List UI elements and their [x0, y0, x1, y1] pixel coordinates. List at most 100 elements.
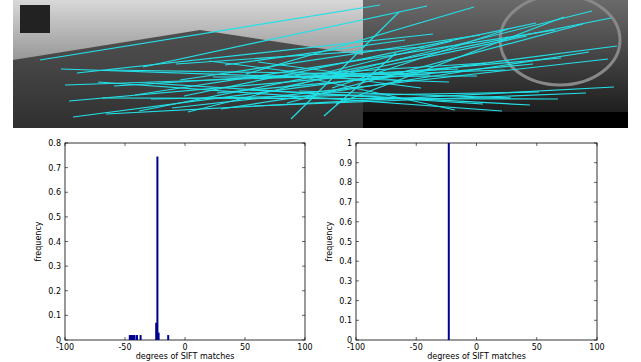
y-tick-right	[594, 280, 597, 281]
x-tick	[476, 337, 477, 340]
bars	[448, 143, 450, 340]
x-tick-top	[476, 143, 477, 146]
bar	[156, 157, 158, 340]
x-tick-label: -50	[118, 343, 131, 352]
y-tick-right	[594, 182, 597, 183]
y-tick-label: 0.5	[339, 238, 352, 247]
x-tick-label: 0	[182, 343, 187, 352]
y-tick-right	[594, 162, 597, 163]
y-tick	[65, 192, 68, 193]
y-tick-label: 0.1	[339, 316, 352, 325]
x-tick-top	[536, 143, 537, 146]
match-line	[246, 7, 474, 74]
x-tick-top	[245, 143, 246, 146]
y-axis-title: frequency	[325, 221, 334, 261]
y-tick-label: 0	[56, 336, 61, 345]
wheel	[500, 0, 620, 85]
y-tick	[65, 315, 68, 316]
match-line	[287, 24, 583, 103]
y-tick	[65, 241, 68, 242]
bars	[129, 157, 169, 340]
y-tick	[65, 167, 68, 168]
x-tick-label: 0	[474, 343, 479, 352]
y-tick-label: 0.6	[339, 218, 352, 227]
camera	[20, 5, 50, 33]
y-tick-label: 0.3	[48, 262, 61, 271]
y-tick	[356, 340, 359, 341]
y-tick	[356, 261, 359, 262]
y-tick	[356, 143, 359, 144]
x-tick	[356, 337, 357, 340]
y-tick-right	[594, 340, 597, 341]
y-tick-label: 0.5	[48, 213, 61, 222]
y-tick	[356, 202, 359, 203]
y-tick-label: 0.3	[339, 277, 352, 286]
match-line	[98, 82, 502, 111]
x-tick	[125, 337, 126, 340]
y-tick-right	[594, 300, 597, 301]
y-tick-label: 1	[347, 139, 352, 148]
bar	[140, 335, 142, 340]
photo-pad	[363, 112, 628, 128]
y-tick	[65, 216, 68, 217]
x-tick-top	[125, 143, 126, 146]
y-tick	[356, 221, 359, 222]
y-tick-label: 0.8	[48, 139, 61, 148]
match-line	[135, 30, 555, 95]
y-tick-right	[594, 202, 597, 203]
y-tick	[65, 290, 68, 291]
x-axis-title: degrees of SIFT matches	[427, 352, 526, 361]
bar	[134, 335, 136, 340]
x-tick-label: 100	[589, 343, 604, 352]
y-axis-title: frequency	[34, 221, 43, 261]
y-tick-right	[594, 241, 597, 242]
y-tick-label: 0.7	[48, 164, 61, 173]
x-tick	[185, 337, 186, 340]
bar	[136, 335, 138, 340]
x-tick-top	[416, 143, 417, 146]
y-tick-label: 0.7	[339, 198, 352, 207]
panel: -100-5005010000.10.20.30.40.50.60.70.80.…	[325, 139, 605, 361]
x-tick	[597, 337, 598, 340]
x-tick	[305, 337, 306, 340]
y-tick-right	[594, 320, 597, 321]
x-tick-top	[185, 143, 186, 146]
bar	[448, 143, 450, 340]
y-tick	[65, 340, 68, 341]
y-tick-label: 0.2	[48, 287, 61, 296]
y-tick-right	[594, 143, 597, 144]
x-tick-label: 50	[532, 343, 542, 352]
y-tick-label: 0.6	[48, 188, 61, 197]
y-tick-right	[302, 192, 305, 193]
y-tick-label: 0.1	[48, 311, 61, 320]
plot-frame	[65, 143, 305, 340]
y-tick-right	[594, 221, 597, 222]
figure: -100-5005010000.10.20.30.40.50.60.70.8de…	[0, 0, 641, 362]
match-line	[114, 63, 486, 86]
photo-left	[13, 0, 363, 128]
y-tick-label: 0.9	[339, 159, 352, 168]
x-tick	[65, 337, 66, 340]
match-line	[295, 75, 455, 110]
y-tick-right	[302, 340, 305, 341]
y-tick-label: 0.4	[48, 238, 61, 247]
y-tick-right	[302, 241, 305, 242]
y-tick	[356, 241, 359, 242]
y-tick-right	[302, 315, 305, 316]
y-tick	[356, 300, 359, 301]
y-tick-right	[302, 143, 305, 144]
y-tick-right	[594, 261, 597, 262]
match-line	[283, 36, 527, 87]
y-tick-right	[302, 266, 305, 267]
y-tick-label: 0.4	[339, 257, 352, 266]
x-tick-label: 100	[297, 343, 312, 352]
bar	[167, 335, 169, 340]
y-tick	[356, 182, 359, 183]
x-tick	[245, 337, 246, 340]
y-tick-right	[302, 167, 305, 168]
photo	[13, 0, 628, 128]
x-tick-top	[305, 143, 306, 146]
y-tick-right	[302, 290, 305, 291]
x-tick-top	[65, 143, 66, 146]
x-tick-label: -50	[410, 343, 423, 352]
